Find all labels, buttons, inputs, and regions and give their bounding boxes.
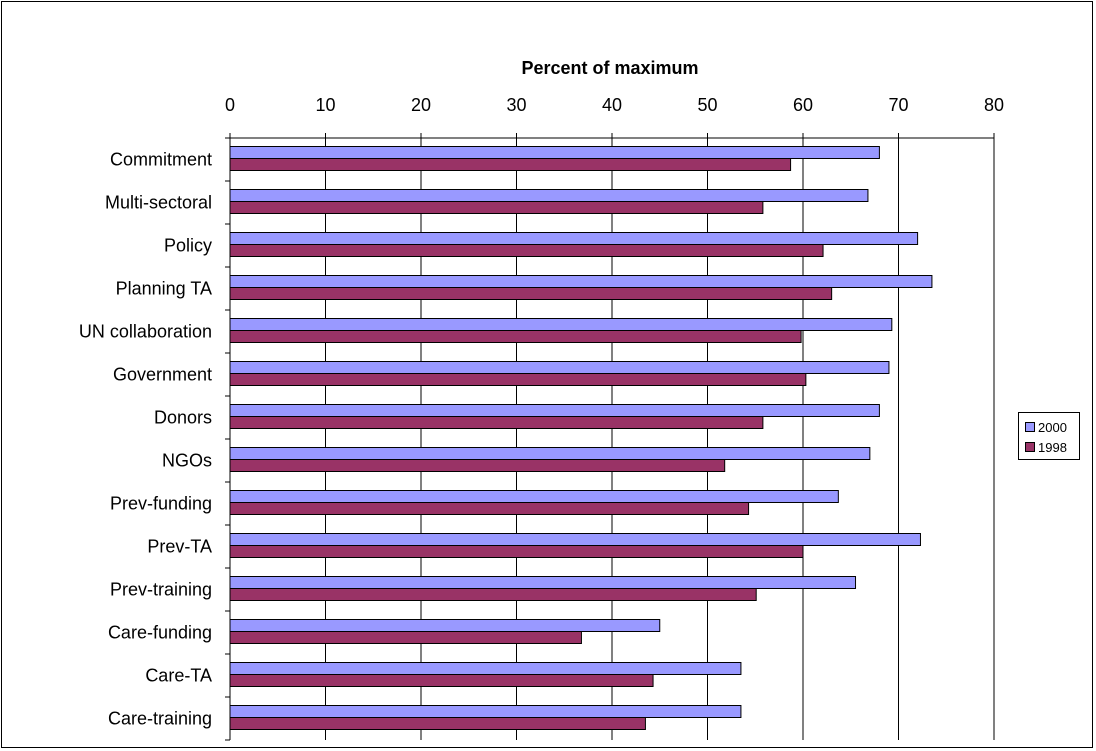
- category-label: Care-TA: [145, 666, 212, 686]
- category-label: Commitment: [110, 150, 212, 170]
- bar-1998-donors: [229, 416, 764, 429]
- bar-1998-government: [229, 373, 807, 386]
- bar-1998-care-ta: [229, 674, 654, 687]
- x-tick-label-0: 0: [225, 95, 235, 115]
- legend-swatch-2000: [1025, 422, 1035, 432]
- bar-1998-policy: [229, 244, 824, 257]
- bar-1998-prev-funding: [229, 502, 750, 515]
- x-tick-label-30: 30: [506, 95, 526, 115]
- bar-2000-policy: [229, 232, 919, 245]
- bar-1998-un-collaboration: [229, 330, 802, 343]
- bar-2000-un-collaboration: [229, 318, 893, 331]
- x-tick-label-10: 10: [315, 95, 335, 115]
- legend-label-2000: 2000: [1038, 419, 1067, 435]
- category-label: Donors: [154, 408, 212, 428]
- bar-2000-prev-training: [229, 576, 857, 589]
- category-label: Prev-TA: [147, 537, 212, 557]
- bar-1998-care-training: [229, 717, 646, 730]
- legend-label-1998: 1998: [1038, 439, 1067, 455]
- bar-1998-care-funding: [229, 631, 582, 644]
- category-label: Prev-funding: [110, 494, 212, 514]
- bar-2000-prev-funding: [229, 490, 839, 503]
- chart-title: Percent of maximum: [521, 58, 698, 78]
- bar-1998-prev-training: [229, 588, 757, 601]
- x-tick-label-50: 50: [697, 95, 717, 115]
- category-label: Care-training: [108, 709, 212, 729]
- bar-2000-ngos: [229, 447, 871, 460]
- bar-2000-care-ta: [229, 662, 742, 675]
- bar-1998-ngos: [229, 459, 726, 472]
- bar-2000-multi-sectoral: [229, 189, 869, 202]
- bar-2000-government: [229, 361, 890, 374]
- category-label: Policy: [164, 236, 212, 256]
- bar-2000-care-training: [229, 705, 742, 718]
- bar-1998-commitment: [229, 158, 792, 171]
- category-label: Government: [113, 365, 212, 385]
- category-label: Planning TA: [116, 279, 212, 299]
- x-tick-label-80: 80: [984, 95, 1004, 115]
- bar-2000-donors: [229, 404, 880, 417]
- legend-swatch-1998: [1025, 442, 1035, 452]
- legend-item-2000: 2000: [1025, 419, 1067, 435]
- category-label: Care-funding: [108, 623, 212, 643]
- x-tick-label-40: 40: [602, 95, 622, 115]
- bar-2000-planning-ta: [229, 275, 933, 288]
- bar-2000-commitment: [229, 146, 880, 159]
- bar-1998-prev-ta: [229, 545, 804, 558]
- bar-1998-planning-ta: [229, 287, 833, 300]
- category-label: Multi-sectoral: [105, 193, 212, 213]
- bar-2000-prev-ta: [229, 533, 921, 546]
- x-tick-label-60: 60: [793, 95, 813, 115]
- category-label: Prev-training: [110, 580, 212, 600]
- x-tick-label-70: 70: [888, 95, 908, 115]
- category-label: NGOs: [162, 451, 212, 471]
- category-label: UN collaboration: [79, 322, 212, 342]
- x-tick-label-20: 20: [411, 95, 431, 115]
- legend: 2000 1998: [1018, 412, 1080, 460]
- bar-1998-multi-sectoral: [229, 201, 764, 214]
- legend-item-1998: 1998: [1025, 439, 1067, 455]
- bar-2000-care-funding: [229, 619, 661, 632]
